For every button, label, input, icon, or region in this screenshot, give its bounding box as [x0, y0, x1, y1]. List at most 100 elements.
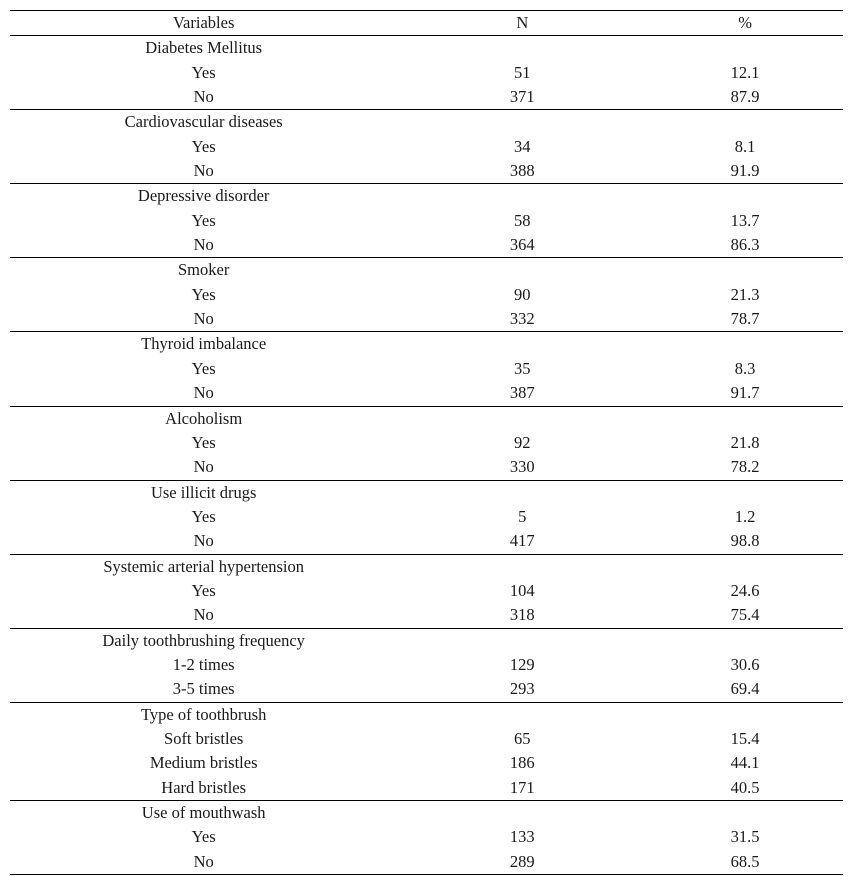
n-cell: 171 — [509, 777, 535, 797]
pct-cell: 15.4 — [730, 728, 760, 748]
category-label: Alcoholism — [165, 408, 243, 428]
n-cell: 417 — [509, 531, 535, 551]
table-row: No 330 78.2 — [10, 455, 843, 480]
pct-cell: 78.7 — [730, 309, 760, 329]
category-label: Systemic arterial hypertension — [103, 556, 305, 576]
pct-cell: 31.5 — [730, 827, 760, 847]
n-cell: 388 — [509, 161, 535, 181]
variable-cell: No — [193, 457, 214, 477]
pct-cell: 87.9 — [730, 87, 760, 107]
category-label: Thyroid imbalance — [141, 334, 267, 354]
empty-cell — [647, 480, 843, 505]
empty-cell — [397, 406, 647, 431]
pct-cell: 13.7 — [730, 210, 760, 230]
n-cell: 332 — [509, 309, 535, 329]
category-row: Alcoholism — [10, 406, 843, 431]
variable-cell: Yes — [191, 827, 216, 847]
table-row: No 318 75.4 — [10, 603, 843, 628]
category-row: Systemic arterial hypertension — [10, 554, 843, 579]
n-cell: 58 — [514, 210, 531, 230]
variable-cell: Yes — [191, 284, 216, 304]
variable-cell: Yes — [191, 62, 216, 82]
n-cell: 371 — [509, 87, 535, 107]
variable-cell: Yes — [191, 358, 216, 378]
table-row: Yes 58 13.7 — [10, 209, 843, 233]
table-row: 1-2 times 129 30.6 — [10, 653, 843, 677]
category-label: Cardiovascular diseases — [124, 112, 283, 132]
variable-cell: No — [193, 531, 214, 551]
empty-cell — [397, 184, 647, 209]
category-row: Use illicit drugs — [10, 480, 843, 505]
category-label: Diabetes Mellitus — [145, 38, 263, 58]
table-row: Yes 90 21.3 — [10, 283, 843, 307]
variable-cell: Hard bristles — [161, 777, 247, 797]
section-type-of-toothbrush: Type of toothbrush Soft bristles 65 15.4… — [10, 702, 843, 801]
header-percent: % — [738, 13, 752, 32]
empty-cell — [397, 554, 647, 579]
empty-cell — [397, 801, 647, 826]
category-row: Smoker — [10, 258, 843, 283]
category-row: Cardiovascular diseases — [10, 110, 843, 135]
variable-cell: 3-5 times — [172, 679, 235, 699]
pct-cell: 8.3 — [734, 358, 756, 378]
empty-cell — [397, 480, 647, 505]
category-row: Type of toothbrush — [10, 702, 843, 727]
variable-cell: No — [193, 605, 214, 625]
table-row: No 417 98.8 — [10, 529, 843, 554]
table-row: No 332 78.7 — [10, 307, 843, 332]
n-cell: 133 — [509, 827, 535, 847]
table-row: Yes 5 1.2 — [10, 505, 843, 529]
empty-cell — [647, 702, 843, 727]
n-cell: 129 — [509, 654, 535, 674]
n-cell: 104 — [509, 580, 535, 600]
table-row: No 388 91.9 — [10, 159, 843, 184]
n-cell: 186 — [509, 753, 535, 773]
pct-cell: 21.8 — [730, 432, 760, 452]
n-cell: 90 — [514, 284, 531, 304]
section-cardiovascular-diseases: Cardiovascular diseases Yes 34 8.1 No 38… — [10, 110, 843, 184]
empty-cell — [647, 184, 843, 209]
section-daily-toothbrushing-frequency: Daily toothbrushing frequency 1-2 times … — [10, 628, 843, 703]
n-cell: 35 — [514, 358, 531, 378]
n-cell: 34 — [514, 136, 531, 156]
category-label: Use illicit drugs — [150, 482, 257, 502]
category-label: Use of mouthwash — [141, 803, 266, 822]
pct-cell: 24.6 — [730, 580, 760, 600]
variable-cell: Medium bristles — [149, 753, 258, 773]
n-cell: 318 — [509, 605, 535, 625]
pct-cell: 44.1 — [730, 753, 760, 773]
empty-cell — [397, 110, 647, 135]
header-row: Variables N % — [10, 11, 843, 36]
variable-cell: 1-2 times — [172, 654, 235, 674]
table-row: No 289 68.5 — [10, 850, 843, 875]
category-label: Type of toothbrush — [141, 704, 267, 724]
table-header: Variables N % — [10, 10, 843, 36]
section-diabetes-mellitus: Diabetes Mellitus Yes 51 12.1 No 371 87.… — [10, 36, 843, 110]
n-cell: 5 — [518, 506, 527, 526]
pct-cell: 91.9 — [730, 161, 760, 181]
empty-cell — [647, 36, 843, 61]
pct-cell: 86.3 — [730, 235, 760, 255]
table-row: Yes 35 8.3 — [10, 357, 843, 381]
variable-cell: No — [193, 851, 214, 871]
variable-cell: Yes — [191, 136, 216, 156]
empty-cell — [647, 332, 843, 357]
header-n: N — [516, 13, 529, 32]
variable-cell: Yes — [191, 506, 216, 526]
pct-cell: 68.5 — [730, 851, 760, 871]
pct-cell: 91.7 — [730, 383, 760, 403]
variable-cell: Yes — [191, 580, 216, 600]
variable-cell: No — [193, 235, 214, 255]
n-cell: 289 — [509, 851, 535, 871]
category-label: Depressive disorder — [137, 186, 270, 206]
table-row: Yes 51 12.1 — [10, 61, 843, 85]
variable-cell: Yes — [191, 210, 216, 230]
category-row: Use of mouthwash — [10, 801, 843, 826]
empty-cell — [397, 36, 647, 61]
table-row: Yes 133 31.5 — [10, 825, 843, 849]
section-thyroid-imbalance: Thyroid imbalance Yes 35 8.3 No 387 91.7 — [10, 332, 843, 406]
category-row: Thyroid imbalance — [10, 332, 843, 357]
table-row: 3-5 times 293 69.4 — [10, 677, 843, 702]
n-cell: 51 — [514, 62, 531, 82]
